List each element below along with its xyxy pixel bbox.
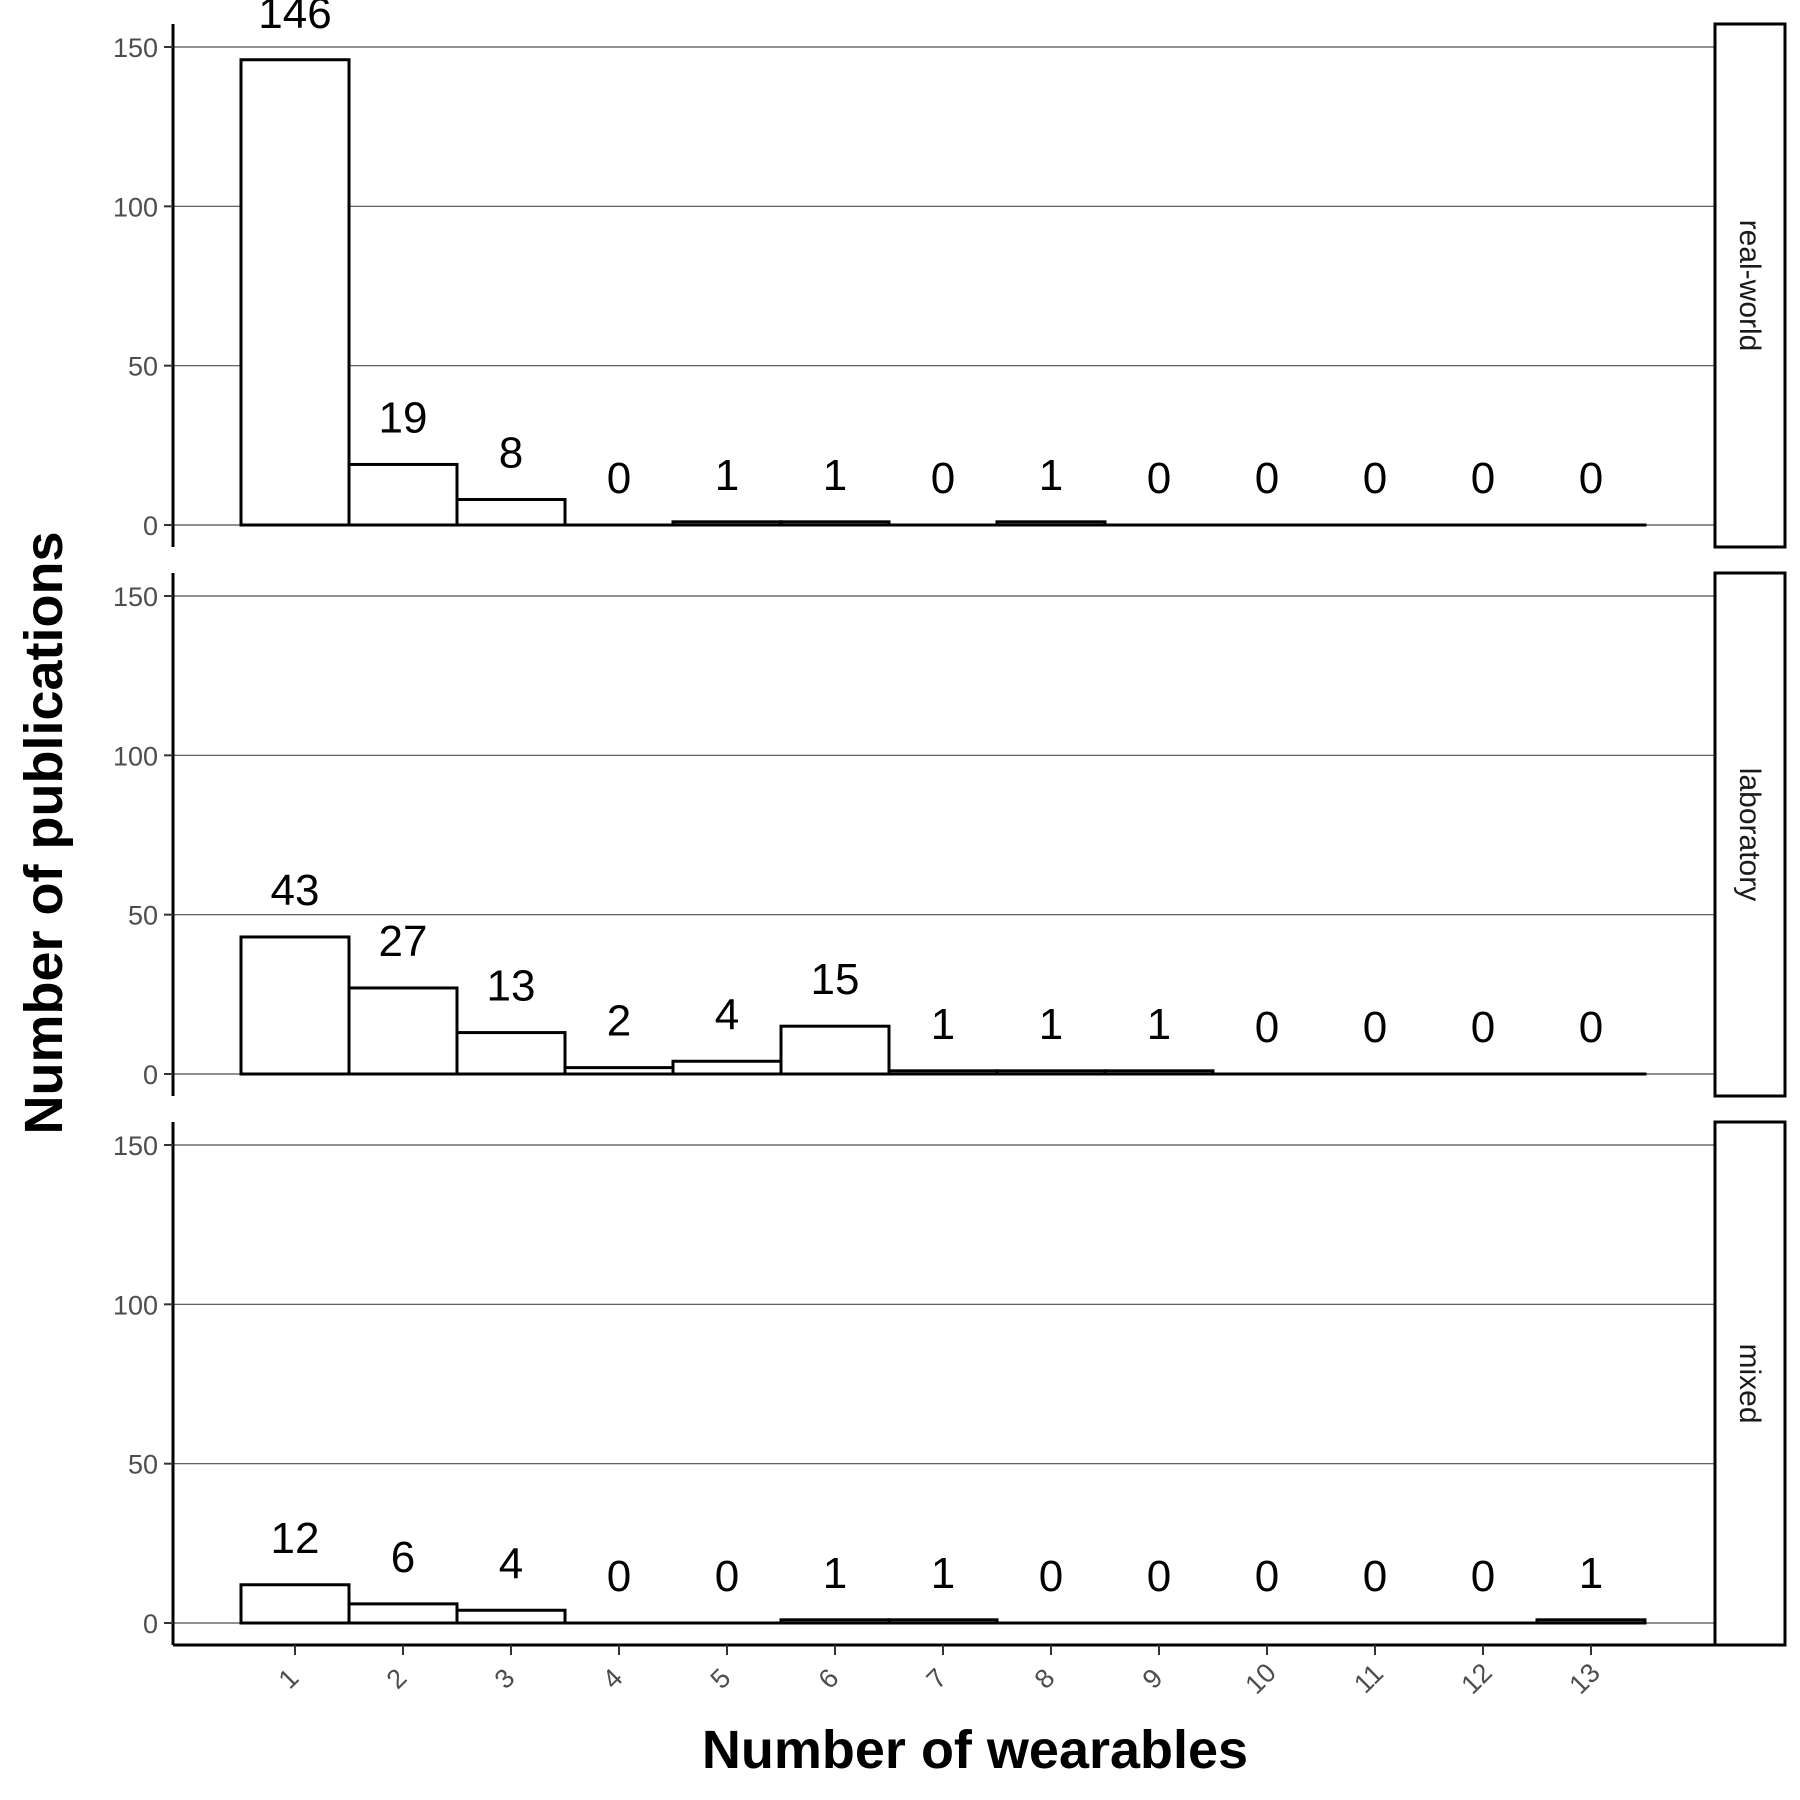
bar (779, 1618, 891, 1625)
bar-value-label: 1 (931, 1549, 955, 1598)
y-tick-label: 0 (143, 1609, 158, 1639)
bar-value-label: 0 (1255, 1552, 1279, 1601)
bar (887, 1618, 999, 1625)
bar (671, 1059, 783, 1076)
bar (347, 986, 459, 1076)
bar-value-label: 1 (715, 451, 739, 500)
y-tick-label: 150 (113, 33, 158, 63)
x-tick-label: 9 (1137, 1663, 1169, 1695)
bar (455, 498, 567, 527)
x-tick-label: 13 (1563, 1657, 1605, 1699)
x-tick-label: 11 (1348, 1658, 1389, 1699)
bar-value-label: 1 (1147, 1000, 1171, 1049)
bar-value-label: 146 (258, 0, 331, 38)
bar-value-label: 4 (499, 1539, 523, 1588)
bar-value-label: 43 (271, 866, 320, 915)
bar-value-label: 0 (931, 454, 955, 503)
facet-strip (1713, 22, 1787, 549)
bar-value-label: 0 (1363, 1552, 1387, 1601)
x-tick-label: 7 (921, 1663, 953, 1695)
bar-value-label: 0 (1579, 454, 1603, 503)
bar-value-label: 13 (487, 962, 536, 1011)
bar (671, 520, 783, 527)
bar (779, 520, 891, 527)
bar-value-label: 1 (1579, 1549, 1603, 1598)
x-tick-label: 3 (489, 1663, 521, 1695)
bar-value-label: 27 (379, 917, 428, 966)
bar-value-label: 0 (1147, 1552, 1171, 1601)
bar-value-label: 0 (715, 1552, 739, 1601)
x-tick-label: 12 (1455, 1657, 1497, 1699)
bar-value-label: 15 (811, 955, 860, 1004)
bar-value-label: 0 (607, 454, 631, 503)
x-tick-label: 8 (1029, 1663, 1061, 1695)
bar-value-label: 1 (1039, 1000, 1063, 1049)
bar (455, 1608, 567, 1625)
y-tick-label: 150 (113, 582, 158, 612)
bar-value-label: 0 (1471, 454, 1495, 503)
y-tick-label: 50 (128, 901, 158, 931)
bar-value-label: 0 (1255, 454, 1279, 503)
bar-value-label: 8 (499, 429, 523, 478)
x-tick-label: 10 (1239, 1657, 1281, 1699)
bar-value-label: 4 (715, 990, 739, 1039)
x-tick-label: 6 (813, 1663, 845, 1695)
facet-strip-label: laboratory (1733, 768, 1766, 901)
bar (239, 1583, 351, 1625)
bar-value-label: 12 (271, 1514, 320, 1563)
bar (995, 1069, 1107, 1076)
x-axis: 1 2 3 4 5 6 7 8 9 10 11 12 13 (173, 1643, 1715, 1700)
bar (887, 1069, 999, 1076)
x-tick-label: 4 (597, 1663, 629, 1695)
bar (1103, 1069, 1215, 1076)
bar-value-label: 1 (1039, 451, 1063, 500)
x-tick-label: 2 (381, 1663, 413, 1695)
x-axis-title: Number of wearables (702, 1720, 1248, 1780)
bar-value-label: 6 (391, 1533, 415, 1582)
y-tick-label: 100 (113, 1290, 158, 1320)
bar (563, 1066, 675, 1076)
facet-strip (1713, 1120, 1787, 1647)
y-tick-label: 50 (128, 1450, 158, 1480)
bar (239, 58, 351, 527)
y-tick-label: 150 (113, 1131, 158, 1161)
y-tick-label: 0 (143, 511, 158, 541)
y-tick-label: 100 (113, 192, 158, 222)
bar (347, 462, 459, 527)
facet-strip-label: real-world (1733, 220, 1766, 352)
facet-strip (1713, 571, 1787, 1098)
bar-value-label: 0 (1471, 1003, 1495, 1052)
y-tick-label: 0 (143, 1060, 158, 1090)
bar-value-label: 0 (1363, 454, 1387, 503)
bar (347, 1602, 459, 1625)
bar-value-label: 1 (823, 1549, 847, 1598)
bar (239, 935, 351, 1076)
bar-value-label: 0 (1255, 1003, 1279, 1052)
bar-value-label: 0 (1471, 1552, 1495, 1601)
bar-value-label: 0 (607, 1552, 631, 1601)
y-axis-title: Number of publications (14, 531, 74, 1134)
bar-value-label: 0 (1363, 1003, 1387, 1052)
bar-value-label: 1 (931, 1000, 955, 1049)
facet-strip-label: mixed (1733, 1343, 1766, 1423)
bar (455, 1031, 567, 1076)
x-tick-label: 1 (273, 1663, 305, 1695)
x-tick-label: 5 (705, 1663, 737, 1695)
bar (779, 1024, 891, 1076)
y-tick-label: 50 (128, 352, 158, 382)
bar (995, 520, 1107, 527)
bar-value-label: 2 (607, 997, 631, 1046)
bar-value-label: 0 (1147, 454, 1171, 503)
y-tick-label: 100 (113, 741, 158, 771)
bar-value-label: 0 (1579, 1003, 1603, 1052)
bar-value-label: 1 (823, 451, 847, 500)
bar-value-label: 19 (379, 393, 428, 442)
bar (1535, 1618, 1647, 1625)
bar-value-label: 0 (1039, 1552, 1063, 1601)
